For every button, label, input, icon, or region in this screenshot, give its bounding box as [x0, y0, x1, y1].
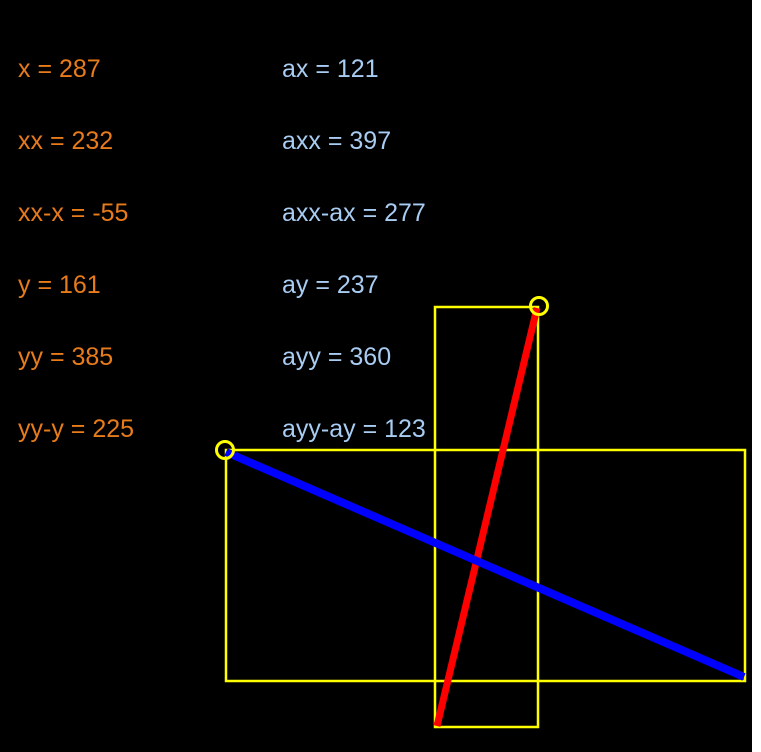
- readout-yy: yy = 385: [18, 343, 114, 371]
- readout-axx-minus-ax: axx-ax = 277: [282, 199, 426, 227]
- readout-blue: ax = 121 axx = 397 axx-ax = 277 ay = 237…: [282, 9, 426, 489]
- readout-ax: ax = 121: [282, 55, 379, 83]
- readout-ay: ay = 237: [282, 271, 379, 299]
- readout-x: x = 287: [18, 55, 101, 83]
- readout-orange: x = 287 xx = 232 xx-x = -55 y = 161 yy =…: [18, 9, 134, 489]
- readout-y: y = 161: [18, 271, 101, 299]
- readout-axx: axx = 397: [282, 127, 392, 155]
- circle-handle-icon[interactable]: [529, 296, 549, 316]
- readout-ayy: ayy = 360: [282, 343, 392, 371]
- readout-xx: xx = 232: [18, 127, 114, 155]
- readout-ayy-minus-ay: ayy-ay = 123: [282, 415, 426, 443]
- blue-line[interactable]: [224, 448, 746, 681]
- bounding-rect-blue: [224, 448, 747, 683]
- bounding-rect-red: [433, 305, 540, 729]
- circle-handle-icon[interactable]: [215, 440, 235, 460]
- readout-yy-minus-y: yy-y = 225: [18, 415, 135, 443]
- red-line[interactable]: [433, 307, 541, 727]
- readout-xx-minus-x: xx-x = -55: [18, 199, 129, 227]
